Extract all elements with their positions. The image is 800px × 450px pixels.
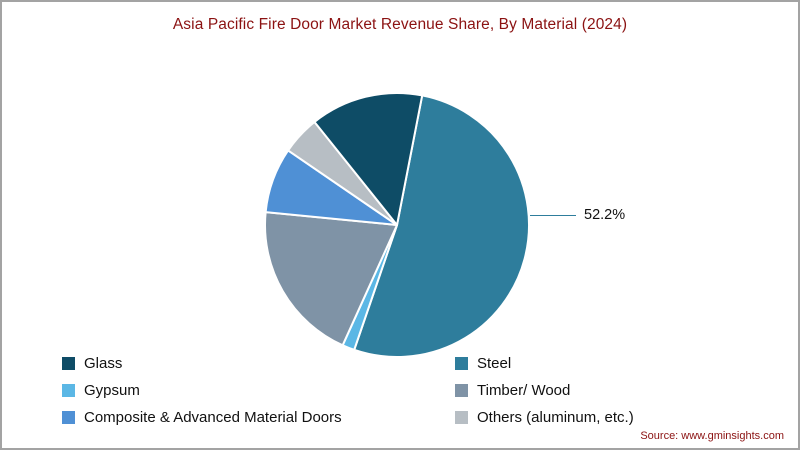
pie-slice-steel — [353, 94, 530, 358]
legend-swatch — [62, 357, 75, 370]
source-note: Source: www.gminsights.com — [640, 430, 784, 442]
pie-chart — [264, 92, 530, 358]
legend-item-composite-advanced-material-doors: Composite & Advanced Material Doors — [62, 410, 455, 425]
legend-column-left: Glass Gypsum Composite & Advanced Material… — [62, 356, 455, 425]
chart-title: Asia Pacific Fire Door Market Revenue Sh… — [172, 16, 628, 33]
legend: Glass Gypsum Composite & Advanced Material… — [62, 356, 768, 425]
legend-swatch — [455, 357, 468, 370]
legend-item-glass: Glass — [62, 356, 455, 371]
legend-swatch — [62, 384, 75, 397]
legend-item-steel: Steel — [455, 356, 634, 371]
callout-line — [530, 214, 576, 216]
legend-item-gypsum: Gypsum — [62, 383, 455, 398]
legend-column-right: Steel Timber/ Wood Others (aluminum, etc.) — [455, 356, 634, 425]
legend-label: Gypsum — [84, 382, 140, 399]
legend-label: Steel — [477, 355, 512, 372]
pie-slice-glass — [313, 92, 424, 226]
callout-label: 52.2% — [584, 207, 626, 223]
legend-swatch — [62, 411, 75, 424]
legend-item-timber-wood: Timber/ Wood — [455, 383, 634, 398]
pie-slice-timber-wood — [264, 211, 398, 347]
annotation-callout: 52.2% — [530, 206, 625, 224]
legend-swatch — [455, 384, 468, 397]
legend-label: Glass — [84, 355, 123, 372]
legend-label: Composite & Advanced Material Doors — [84, 409, 342, 426]
legend-swatch — [455, 411, 468, 424]
legend-item-others-aluminum-etc: Others (aluminum, etc.) — [455, 410, 634, 425]
legend-label: Timber/ Wood — [477, 382, 571, 399]
legend-label: Others (aluminum, etc.) — [477, 409, 634, 426]
